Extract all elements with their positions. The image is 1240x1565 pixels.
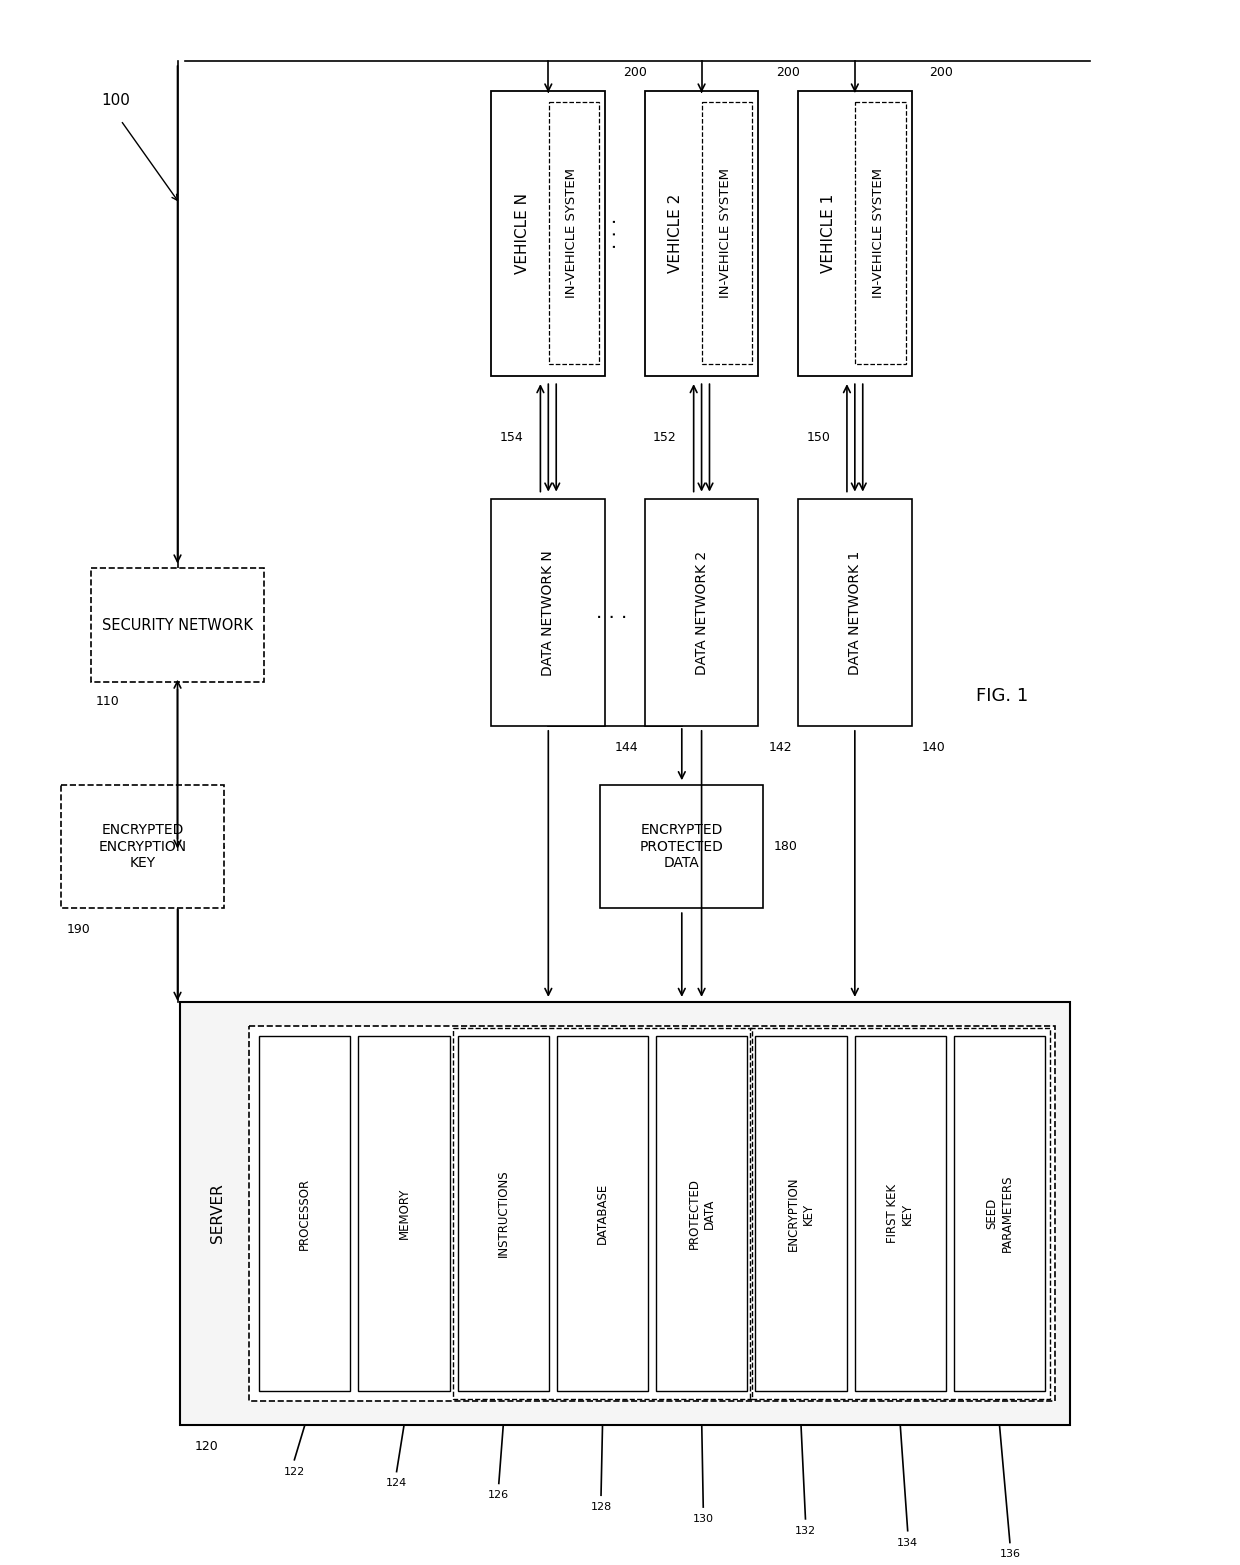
Bar: [702, 102, 753, 365]
Bar: [750, 1028, 1050, 1399]
Text: SEED
PARAMETERS: SEED PARAMETERS: [986, 1175, 1013, 1252]
Text: PROTECTED
DATA: PROTECTED DATA: [688, 1178, 715, 1249]
Text: FIRST KEK
KEY: FIRST KEK KEY: [887, 1185, 914, 1243]
Text: 142: 142: [769, 740, 792, 754]
Text: 154: 154: [500, 432, 523, 444]
Text: MEMORY: MEMORY: [398, 1188, 410, 1239]
Text: 150: 150: [806, 432, 830, 444]
Bar: [557, 1036, 649, 1391]
Text: FIG. 1: FIG. 1: [976, 687, 1028, 706]
Text: 200: 200: [776, 66, 800, 80]
Bar: [600, 786, 764, 908]
Bar: [61, 786, 224, 908]
Text: 136: 136: [999, 1549, 1021, 1559]
Text: ENCRYPTED
PROTECTED
DATA: ENCRYPTED PROTECTED DATA: [640, 823, 724, 870]
Text: 130: 130: [693, 1513, 714, 1524]
Text: ENCRYPTION
KEY: ENCRYPTION KEY: [787, 1177, 815, 1250]
Text: 128: 128: [590, 1502, 611, 1512]
Bar: [91, 568, 264, 682]
Bar: [358, 1036, 450, 1391]
Text: DATA NETWORK N: DATA NETWORK N: [542, 549, 556, 676]
Text: 126: 126: [489, 1490, 510, 1501]
Bar: [856, 102, 905, 365]
Text: IN-VEHICLE SYSTEM: IN-VEHICLE SYSTEM: [565, 169, 578, 299]
Text: PROCESSOR: PROCESSOR: [299, 1177, 311, 1249]
Bar: [491, 91, 605, 376]
Text: 152: 152: [653, 432, 677, 444]
Text: 200: 200: [622, 66, 647, 80]
Text: 100: 100: [100, 92, 130, 108]
Bar: [645, 499, 759, 726]
Text: 122: 122: [284, 1466, 305, 1477]
Text: . . .: . . .: [600, 218, 620, 249]
Text: DATABASE: DATABASE: [596, 1183, 609, 1244]
Text: VEHICLE 1: VEHICLE 1: [821, 194, 836, 274]
Text: 110: 110: [95, 695, 120, 707]
Text: 120: 120: [195, 1440, 218, 1454]
Text: IN-VEHICLE SYSTEM: IN-VEHICLE SYSTEM: [872, 169, 885, 299]
Bar: [645, 91, 759, 376]
Text: SERVER: SERVER: [210, 1183, 224, 1244]
Text: DATA NETWORK 1: DATA NETWORK 1: [848, 551, 862, 675]
Bar: [799, 499, 911, 726]
Text: 124: 124: [386, 1479, 407, 1488]
Text: 140: 140: [921, 740, 945, 754]
Text: ENCRYPTED
ENCRYPTION
KEY: ENCRYPTED ENCRYPTION KEY: [99, 823, 187, 870]
Bar: [180, 1002, 1070, 1426]
Text: VEHICLE N: VEHICLE N: [515, 192, 529, 274]
Text: 200: 200: [930, 66, 954, 80]
Text: VEHICLE 2: VEHICLE 2: [668, 194, 683, 274]
Text: 132: 132: [795, 1526, 816, 1535]
Bar: [259, 1036, 351, 1391]
Bar: [656, 1036, 748, 1391]
Bar: [548, 102, 599, 365]
Bar: [491, 499, 605, 726]
Text: INSTRUCTIONS: INSTRUCTIONS: [497, 1169, 510, 1257]
Bar: [954, 1036, 1045, 1391]
Text: . . .: . . .: [596, 603, 627, 623]
Text: SECURITY NETWORK: SECURITY NETWORK: [102, 618, 253, 632]
Bar: [458, 1036, 549, 1391]
Text: 134: 134: [897, 1537, 919, 1548]
Bar: [249, 1027, 1055, 1401]
Text: DATA NETWORK 2: DATA NETWORK 2: [694, 551, 708, 675]
Text: 144: 144: [615, 740, 639, 754]
Text: 180: 180: [774, 840, 797, 853]
Text: IN-VEHICLE SYSTEM: IN-VEHICLE SYSTEM: [719, 169, 732, 299]
Bar: [854, 1036, 946, 1391]
Bar: [755, 1036, 847, 1391]
Text: 190: 190: [66, 923, 91, 936]
Bar: [453, 1028, 753, 1399]
Bar: [799, 91, 911, 376]
